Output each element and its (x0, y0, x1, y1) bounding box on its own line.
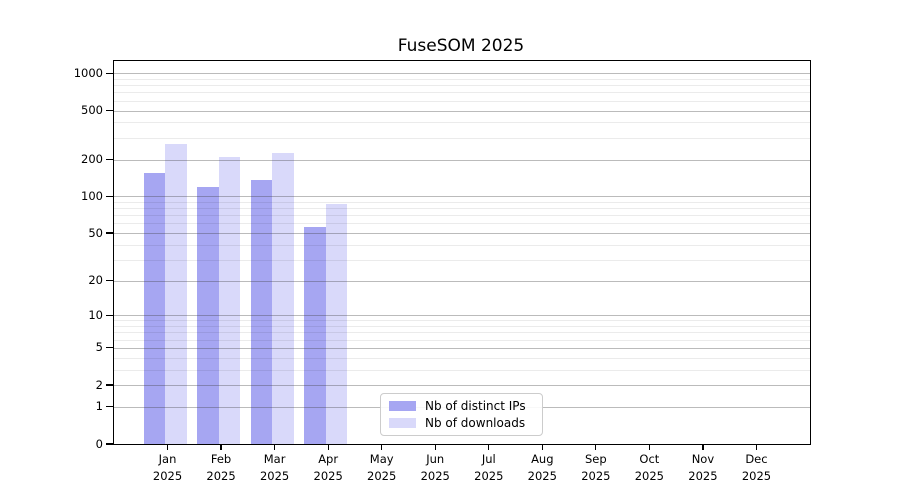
gridline-minor (114, 357, 810, 359)
y-tick-mark (106, 109, 113, 112)
y-tick-label: 20 (88, 273, 103, 288)
gridline-minor (114, 244, 810, 246)
legend: Nb of distinct IPs Nb of downloads (380, 393, 543, 436)
y-tick-label: 100 (81, 188, 103, 203)
legend-swatch-distinct-ips (389, 401, 416, 412)
gridline-major (114, 280, 810, 282)
y-tick-mark (106, 195, 113, 197)
gridline-minor (114, 122, 810, 124)
bar-ips-jan (143, 173, 166, 444)
bar-downloads-apr (325, 204, 348, 444)
gridline-minor (114, 320, 810, 322)
gridline-minor (114, 339, 810, 341)
gridline-minor (114, 92, 810, 94)
y-tick-label: 5 (95, 340, 103, 355)
gridline-major (114, 385, 810, 387)
y-tick-mark (106, 314, 113, 316)
legend-label-distinct-ips: Nb of distinct IPs (425, 399, 526, 414)
y-tick-label: 0 (95, 436, 103, 451)
legend-swatch-downloads (389, 417, 416, 428)
gridline-major (114, 196, 810, 198)
y-tick-label: 10 (88, 307, 103, 322)
y-tick-label: 1 (95, 399, 103, 414)
legend-item-distinct-ips: Nb of distinct IPs (389, 399, 534, 413)
gridline-major (114, 159, 810, 161)
y-tick-mark (106, 280, 113, 282)
gridline-major (114, 233, 810, 235)
chart-title: FuseSOM 2025 (397, 36, 525, 56)
x-tick-label: Jun 2025 (420, 452, 450, 483)
x-tick-label: Dec 2025 (741, 452, 772, 483)
legend-label-downloads: Nb of downloads (425, 415, 526, 430)
gridlines-layer (114, 61, 810, 444)
x-tick-label: Jul 2025 (474, 452, 504, 483)
gridline-minor (114, 208, 810, 210)
gridline-minor (114, 202, 810, 204)
y-tick-mark (106, 347, 113, 349)
bar-ips-mar (250, 180, 273, 444)
gridline-minor (114, 369, 810, 371)
bar-downloads-jan (165, 144, 187, 444)
gridline-minor (114, 332, 810, 334)
y-tick-label: 50 (88, 225, 103, 240)
gridline-minor (114, 100, 810, 102)
y-tick-label: 500 (81, 103, 103, 118)
bar-downloads-feb (218, 156, 241, 444)
y-tick-label: 200 (81, 152, 103, 166)
x-tick-label: Aug 2025 (527, 452, 557, 483)
x-tick-label: Nov 2025 (688, 452, 718, 483)
x-tick-label: Jan 2025 (152, 452, 183, 483)
gridline-minor (114, 79, 810, 81)
x-tick-label: Feb 2025 (206, 452, 236, 483)
gridline-minor (114, 137, 810, 139)
x-tick-label: Apr 2025 (313, 452, 343, 483)
gridline-major (114, 110, 810, 112)
x-tick-label: Mar 2025 (259, 452, 290, 483)
bar-downloads-mar (272, 152, 294, 444)
y-tick-mark (106, 232, 113, 234)
x-tick-label: May 2025 (367, 452, 397, 483)
y-tick-mark (106, 443, 113, 445)
gridline-minor (114, 223, 810, 225)
bar-ips-apr (304, 227, 326, 444)
gridline-major (114, 73, 810, 75)
legend-item-downloads: Nb of downloads (389, 416, 534, 430)
gridline-major (114, 315, 810, 317)
plot-area: Nb of distinct IPs Nb of downloads (113, 60, 811, 445)
x-tick-label: Sep 2025 (581, 452, 611, 483)
gridline-minor (114, 85, 810, 87)
bar-ips-feb (197, 186, 219, 444)
bars-layer (114, 61, 810, 444)
y-tick-mark (106, 384, 113, 386)
gridline-minor (114, 259, 810, 261)
y-tick-mark (106, 72, 113, 74)
y-tick-mark (106, 158, 113, 161)
gridline-major (114, 347, 810, 349)
y-tick-label: 2 (95, 377, 103, 392)
gridline-minor (114, 326, 810, 328)
gridline-minor (114, 215, 810, 217)
x-tick-label: Oct 2025 (634, 452, 665, 483)
y-tick-mark (106, 406, 113, 408)
y-tick-label: 1000 (73, 65, 103, 80)
